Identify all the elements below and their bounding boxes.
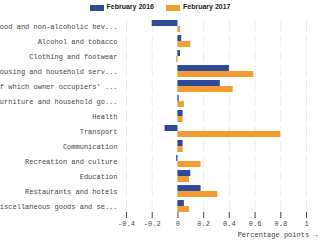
svg-text:Alcohol and tobacco: Alcohol and tobacco xyxy=(38,38,118,46)
svg-text:Health: Health xyxy=(92,113,117,121)
svg-text:-0.2: -0.2 xyxy=(144,220,161,228)
svg-text:0.2: 0.2 xyxy=(197,220,210,228)
svg-text:0.6: 0.6 xyxy=(249,220,262,228)
svg-text:Communication: Communication xyxy=(63,143,118,151)
svg-text:Percentage points →: Percentage points → xyxy=(238,231,319,239)
svg-text:Housing and household serv...: Housing and household serv... xyxy=(0,68,118,76)
svg-text:-0.4: -0.4 xyxy=(118,220,135,228)
svg-text:0.8: 0.8 xyxy=(274,220,287,228)
svg-text:Education: Education xyxy=(80,173,118,181)
html-text:February 2016: February 2016 xyxy=(106,3,154,11)
svg-text:of which owner occupiers' ...: of which owner occupiers' ... xyxy=(0,83,118,91)
svg-text:Food and non-alcoholic bev...: Food and non-alcoholic bev... xyxy=(0,23,118,31)
svg-text:Miscellaneous goods and se...: Miscellaneous goods and se... xyxy=(0,203,118,211)
svg-text:0: 0 xyxy=(176,220,180,228)
svg-text:0.4: 0.4 xyxy=(223,220,236,228)
svg-text:Furniture and household go...: Furniture and household go... xyxy=(0,98,118,106)
svg-text:Recreation and culture: Recreation and culture xyxy=(25,158,117,166)
svg-text:Restaurants and hotels: Restaurants and hotels xyxy=(25,188,117,196)
svg-text:Clothing and footwear: Clothing and footwear xyxy=(29,53,117,61)
svg-text:Transport: Transport xyxy=(80,128,118,136)
svg-text:1: 1 xyxy=(304,220,308,228)
html-text:February 2017: February 2017 xyxy=(183,3,231,11)
